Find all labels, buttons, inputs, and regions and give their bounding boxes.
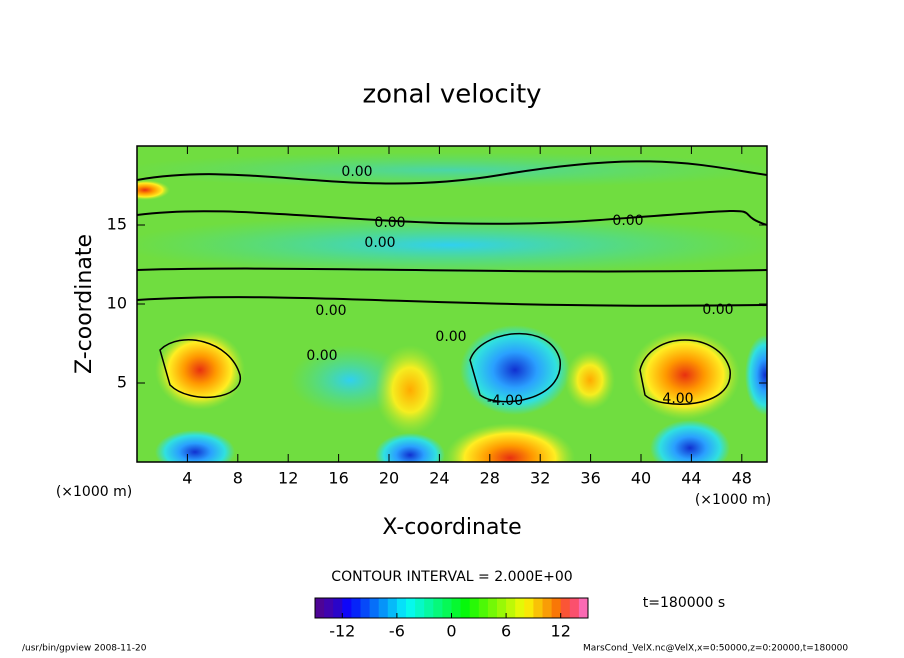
x-unit: (×1000 m) xyxy=(695,492,771,508)
colorbar-cell xyxy=(451,598,462,618)
colorbar-tick-label: 0 xyxy=(446,622,456,641)
y-tick-label: 15 xyxy=(107,215,127,234)
colorbar-cell xyxy=(533,598,543,618)
colorbar-cell xyxy=(396,598,407,618)
colorbar-cell xyxy=(478,598,489,618)
contour-label: 0.00 xyxy=(315,303,346,319)
y-tick-label: 10 xyxy=(107,294,127,313)
x-tick-label: 36 xyxy=(580,469,600,488)
contour-label: 4.00 xyxy=(662,391,693,407)
colorbar-tick-label: 6 xyxy=(501,622,511,641)
chart-title: zonal velocity xyxy=(362,80,541,110)
colorbar-tick-label: 12 xyxy=(551,622,571,641)
colorbar-cell xyxy=(369,598,380,618)
colorbar-cell xyxy=(342,598,352,618)
contour-field xyxy=(137,146,767,462)
x-axis-label: X-coordinate xyxy=(382,515,521,540)
contour-interval: CONTOUR INTERVAL = 2.000E+00 xyxy=(331,569,572,585)
x-tick-label: 28 xyxy=(480,469,500,488)
y-axis-label: Z-coordinate xyxy=(72,234,97,374)
colorbar-cell xyxy=(351,598,361,618)
x-tick-label: 40 xyxy=(631,469,651,488)
colorbar-cell xyxy=(433,598,443,618)
colorbar-cell xyxy=(424,598,434,618)
x-tick-label: 24 xyxy=(429,469,449,488)
x-tick-label: 20 xyxy=(379,469,399,488)
x-tick-label: 48 xyxy=(732,469,752,488)
colorbar-cell xyxy=(542,598,553,618)
contour-labels: 0.00 0.00 0.00 0.00 0.00 0.00 0.00 0.00 … xyxy=(306,164,733,409)
colorbar-cell xyxy=(497,598,507,618)
contour-label: 0.00 xyxy=(341,164,372,180)
x-tick-label: 32 xyxy=(530,469,550,488)
colorbar-cell xyxy=(442,598,452,618)
contour-label: 0.00 xyxy=(306,348,337,364)
colorbar-tick-label: -12 xyxy=(329,622,355,641)
x-tick-label: 4 xyxy=(182,469,192,488)
x-tick-label: 16 xyxy=(328,469,348,488)
x-tick-label: 8 xyxy=(233,469,243,488)
colorbar-cell xyxy=(324,598,334,618)
colorbar-cell xyxy=(415,598,425,618)
contour-label: 0.00 xyxy=(435,329,466,345)
x-tick-label: 12 xyxy=(278,469,298,488)
y-tick-label: 5 xyxy=(117,373,127,392)
colorbar-cell xyxy=(333,598,343,618)
colorbar-cell xyxy=(569,598,580,618)
colorbar-cell xyxy=(460,598,471,618)
colorbar-cell xyxy=(487,598,498,618)
colorbar-cell xyxy=(469,598,480,618)
contour-label: 0.00 xyxy=(612,213,643,229)
colorbar-cell xyxy=(560,598,571,618)
x-tick-label: 44 xyxy=(681,469,701,488)
colorbar-cell xyxy=(378,598,389,618)
footer-right: MarsCond_VelX.nc@VelX,x=0:50000,z=0:2000… xyxy=(583,644,848,654)
y-unit: (×1000 m) xyxy=(56,484,132,500)
colorbar-tick-label: -6 xyxy=(389,622,405,641)
footer-left: /usr/bin/gpview 2008-11-20 xyxy=(22,644,147,654)
contour-label: 0.00 xyxy=(374,215,405,231)
contour-label: -4.00 xyxy=(487,393,523,409)
colorbar-cell xyxy=(360,598,371,618)
colorbar-cell xyxy=(406,598,416,618)
colorbar-cell xyxy=(387,598,398,618)
colorbar-cell xyxy=(315,598,325,618)
contour-label: 0.00 xyxy=(702,302,733,318)
time-label: t=180000 s xyxy=(643,595,725,611)
colorbar-cell xyxy=(506,598,516,618)
colorbar-cell xyxy=(551,598,562,618)
colorbar-cell xyxy=(578,598,589,618)
colorbar-cell xyxy=(524,598,534,618)
contour-label: 0.00 xyxy=(364,235,395,251)
colorbar-cell xyxy=(515,598,525,618)
